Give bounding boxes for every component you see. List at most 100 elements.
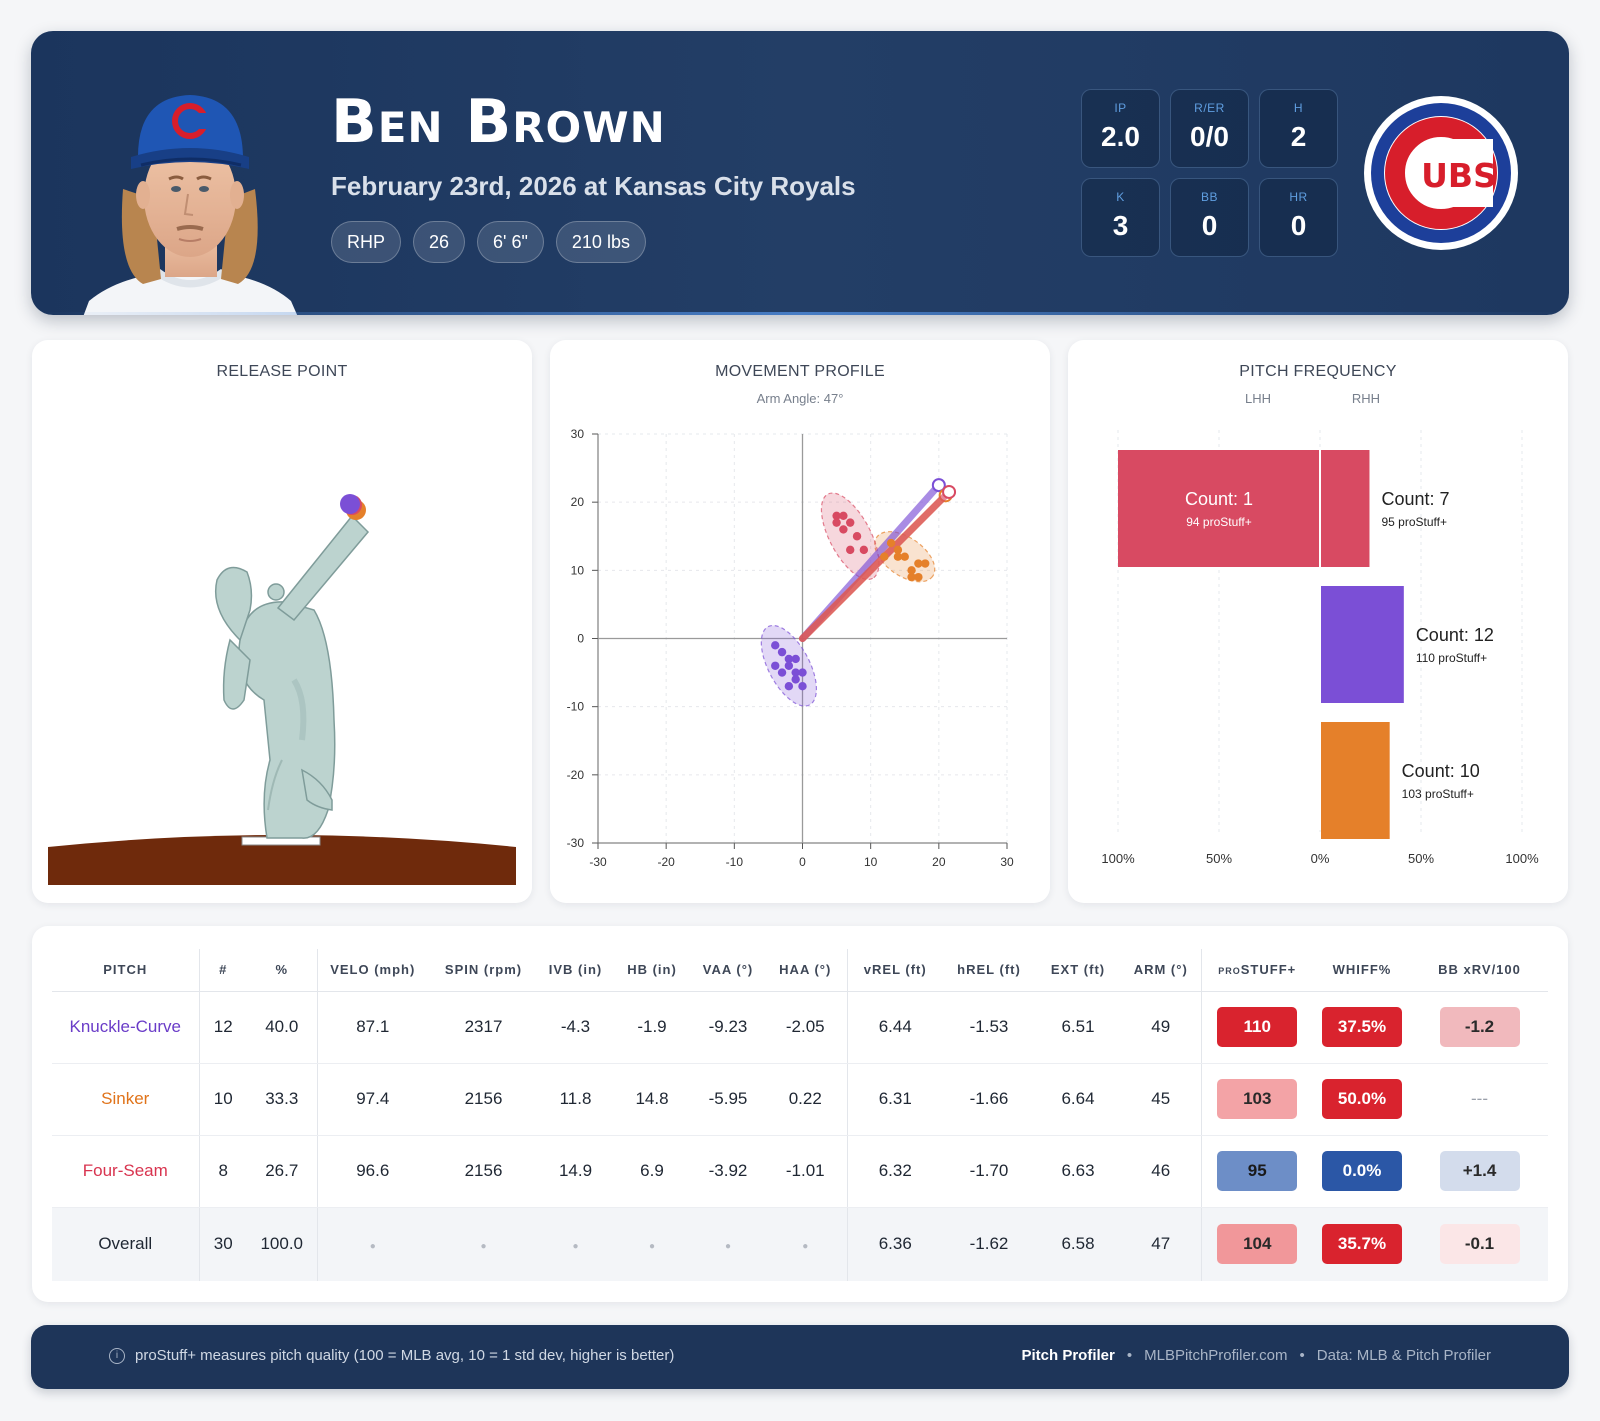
movement-chart: -30 -20 -10 0 10 20 30 30 20 10 0 -10 -20 -30: [567, 427, 1014, 869]
footer-brand: Pitch Profiler: [1021, 1347, 1115, 1364]
table-row: Four-Seam 8 26.7 96.6 2156 14.9 6.9 -3.92 -1.01 6…: [52, 1135, 1548, 1208]
team-logo-text: UBS: [1421, 156, 1497, 195]
footer: i proStuff+ measures pitch quality (100 …: [31, 1325, 1569, 1389]
col-header: SPIN (rpm): [428, 949, 539, 992]
player-headshot: [83, 95, 298, 315]
bar-rhh-knuckle_curve: [1321, 586, 1404, 703]
table-cell: 100.0: [247, 1207, 318, 1281]
bar-lhh-stuff: 94 proStuff+: [1186, 515, 1252, 529]
table-row: Knuckle-Curve 12 40.0 87.1 2317 -4.3 -1.9 -9.23…: [52, 991, 1548, 1064]
bar-lhh-count: Count: 1: [1185, 489, 1253, 509]
release-point-title: RELEASE POINT: [216, 363, 348, 380]
y-tick-label: 30: [571, 427, 585, 441]
chip-age: 26: [413, 221, 466, 263]
table-cell: 96.6: [317, 1135, 428, 1208]
table-cell: -5.95: [692, 1063, 764, 1136]
point-knuckle_curve: [784, 654, 794, 664]
stat-label: IP: [1114, 101, 1127, 115]
prostuff-badge: 104: [1217, 1224, 1298, 1265]
x-tick-label: -20: [657, 855, 675, 869]
release-point-markers: [340, 494, 366, 520]
bar-rhh-count: Count: 7: [1381, 489, 1449, 509]
footer-note: i proStuff+ measures pitch quality (100 …: [109, 1347, 674, 1364]
stat-value: 2: [1290, 121, 1307, 152]
col-header: ARM (°): [1121, 949, 1202, 992]
stat-label: R/ER: [1194, 101, 1225, 115]
arm-end-knuckle_curve: [931, 478, 946, 493]
footer-note-text: proStuff+ measures pitch quality (100 = …: [135, 1347, 675, 1364]
point-sinker: [914, 572, 923, 582]
table-cell: 97.4: [317, 1063, 428, 1136]
table-cell: 14.8: [612, 1063, 692, 1136]
point-four_seam: [832, 518, 841, 527]
bar-lhh-four_seam: [1118, 450, 1320, 567]
table-cell: 30: [199, 1207, 247, 1281]
table-cell: 6.64: [1035, 1063, 1121, 1136]
table-cell: 14.9: [539, 1135, 612, 1208]
release-point-illustration: [48, 514, 516, 885]
bar-rhh-four_seam: [1321, 450, 1370, 567]
point-four_seam: [846, 545, 855, 555]
col-header: IVB (in): [539, 949, 612, 992]
stat-value: 0: [1290, 210, 1307, 241]
table-cell: ●: [317, 1207, 428, 1281]
table-cell: 49: [1121, 991, 1202, 1064]
table-cell: -1.01: [764, 1135, 848, 1208]
bar-rhh-sinker: [1321, 722, 1390, 839]
stat-bb: BB 0: [1170, 178, 1249, 257]
footer-separator: •: [1299, 1347, 1305, 1364]
table-cell: 12: [199, 991, 247, 1064]
table-cell: 95: [1201, 1135, 1313, 1208]
table-cell: -1.9: [612, 991, 692, 1064]
bar-rhh-stuff: 95 proStuff+: [1381, 515, 1447, 529]
table-cell: 46: [1121, 1135, 1202, 1208]
table-cell: Knuckle-Curve: [52, 991, 200, 1064]
table-cell: 6.32: [847, 1135, 943, 1208]
point-sinker: [907, 566, 916, 575]
point-four_seam: [839, 525, 848, 534]
point-sinker: [886, 538, 896, 548]
chip-throws: RHP: [331, 221, 402, 263]
whiff-badge: 50.0%: [1322, 1079, 1402, 1119]
table-cell: 87.1: [317, 991, 428, 1064]
point-knuckle_curve: [784, 682, 794, 691]
col-header: WHIFF%: [1313, 949, 1411, 992]
pitch-frequency-card: PITCH FREQUENCY LHH RHH 100% 50% 0% 50% 100%…: [1068, 340, 1568, 903]
col-header: %: [247, 949, 318, 992]
table-cell: 40.0: [247, 991, 318, 1064]
point-knuckle_curve: [791, 675, 800, 684]
point-four_seam: [846, 518, 855, 527]
arm-end-four_seam: [942, 484, 957, 499]
table-cell: 6.36: [847, 1207, 943, 1281]
point-knuckle_curve: [798, 668, 807, 677]
stat-label: BB: [1200, 190, 1218, 204]
frequency-title: PITCH FREQUENCY: [1239, 363, 1397, 380]
table-cell: 6.44: [847, 991, 943, 1064]
release-marker-knuckle-curve: [340, 494, 360, 514]
table-cell: 6.9: [612, 1135, 692, 1208]
point-sinker: [880, 552, 889, 561]
point-four_seam: [832, 511, 841, 520]
footer-site-link[interactable]: MLBPitchProfiler.com: [1144, 1347, 1288, 1364]
release-point-card: RELEASE POINT: [32, 340, 532, 903]
point-knuckle_curve: [784, 661, 794, 670]
table-cell: 2317: [428, 991, 539, 1064]
x-tick-label: 20: [932, 855, 946, 869]
movement-profile-card: MOVEMENT PROFILE Arm Angle: 47° -30 -20 -1…: [550, 340, 1050, 903]
point-sinker: [893, 552, 903, 561]
footer-source: Data: MLB & Pitch Profiler: [1316, 1347, 1491, 1364]
table-cell: 0.22: [764, 1063, 848, 1136]
table-cell: ●: [692, 1207, 764, 1281]
table-cell: Overall: [52, 1207, 200, 1281]
x-tick-label: 30: [1000, 855, 1014, 869]
pitch-metrics-card: PITCH # % VELO (mph) SPIN (rpm) IVB (in)…: [32, 926, 1568, 1302]
col-header-prostuff: proSTUFF+: [1201, 949, 1313, 992]
col-header: VAA (°): [692, 949, 764, 992]
table-cell: 2156: [428, 1135, 539, 1208]
game-line: February 23rd, 2026 at Kansas City Royal…: [331, 171, 856, 201]
point-sinker: [914, 559, 923, 568]
xrv-badge: -1.2: [1439, 1007, 1520, 1047]
footer-separator: •: [1126, 1347, 1133, 1364]
table-cell: 45: [1121, 1063, 1202, 1136]
